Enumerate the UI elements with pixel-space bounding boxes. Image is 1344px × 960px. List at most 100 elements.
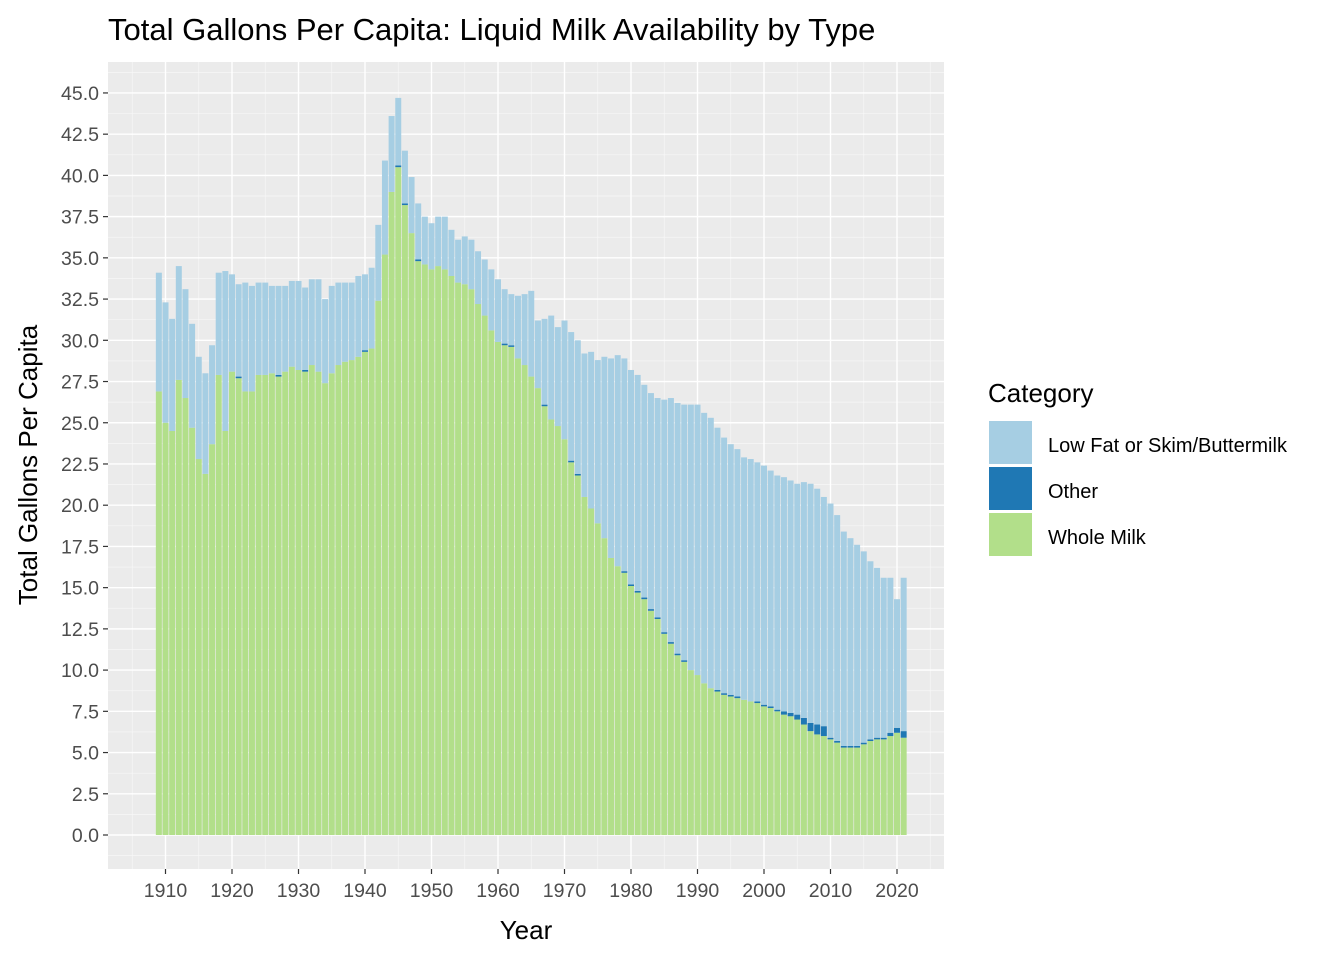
bar-low-fat-or-skim-buttermilk-2009	[820, 496, 827, 727]
bar-low-fat-or-skim-buttermilk-1945	[395, 97, 402, 166]
bar-whole-milk-2021	[900, 737, 907, 835]
bar-low-fat-or-skim-buttermilk-1967	[541, 318, 548, 405]
bar-low-fat-or-skim-buttermilk-1989	[687, 404, 694, 671]
bar-whole-milk-1949	[421, 264, 428, 835]
bar-low-fat-or-skim-buttermilk-1947	[408, 177, 415, 234]
bar-low-fat-or-skim-buttermilk-1923	[248, 285, 255, 392]
bar-whole-milk-1938	[348, 360, 355, 835]
bar-low-fat-or-skim-buttermilk-1924	[255, 282, 262, 375]
bar-other-2005	[794, 714, 801, 720]
bar-whole-milk-1967	[541, 406, 548, 835]
bar-low-fat-or-skim-buttermilk-1956	[468, 239, 475, 290]
bar-low-fat-or-skim-buttermilk-1991	[701, 412, 708, 684]
bar-whole-milk-1928	[282, 371, 289, 835]
bar-low-fat-or-skim-buttermilk-1929	[288, 280, 295, 367]
bar-whole-milk-1923	[248, 391, 255, 835]
bar-low-fat-or-skim-buttermilk-2012	[840, 531, 847, 746]
bar-whole-milk-1996	[734, 698, 741, 835]
bar-whole-milk-1914	[189, 427, 196, 835]
bar-whole-milk-1968	[548, 419, 555, 835]
bar-other-2018	[880, 737, 887, 740]
bar-low-fat-or-skim-buttermilk-1913	[182, 289, 189, 399]
bar-other-1999	[754, 701, 761, 704]
bar-low-fat-or-skim-buttermilk-1943	[381, 160, 388, 255]
bar-low-fat-or-skim-buttermilk-1987	[674, 402, 681, 654]
legend: Category Low Fat or Skim/Buttermilk Othe…	[988, 378, 1288, 556]
bar-whole-milk-1973	[581, 496, 588, 835]
bar-whole-milk-1990	[694, 675, 701, 835]
bar-low-fat-or-skim-buttermilk-1988	[681, 404, 688, 661]
bar-other-1984	[654, 617, 661, 619]
y-tick-label: 37.5	[61, 207, 99, 229]
bar-whole-milk-1989	[687, 670, 694, 835]
bar-low-fat-or-skim-buttermilk-1970	[561, 320, 568, 440]
bar-low-fat-or-skim-buttermilk-1996	[734, 449, 741, 697]
bar-whole-milk-1957	[475, 304, 482, 835]
y-tick-label: 0.0	[72, 825, 99, 847]
bar-low-fat-or-skim-buttermilk-1964	[521, 294, 528, 366]
x-tick-label: 1920	[210, 880, 254, 902]
bar-whole-milk-1921	[235, 378, 242, 835]
bar-whole-milk-1930	[295, 369, 302, 835]
bar-low-fat-or-skim-buttermilk-2014	[854, 544, 861, 746]
bar-other-2002	[774, 709, 781, 712]
bar-low-fat-or-skim-buttermilk-1990	[694, 404, 701, 676]
bar-low-fat-or-skim-buttermilk-1909	[155, 272, 162, 392]
x-tick-label: 2010	[809, 880, 853, 902]
x-tick-label: 1910	[144, 880, 188, 902]
bar-other-1961	[501, 343, 508, 346]
bar-low-fat-or-skim-buttermilk-1953	[448, 229, 455, 276]
bar-low-fat-or-skim-buttermilk-1997	[741, 457, 748, 700]
bar-whole-milk-1980	[628, 586, 634, 835]
bar-whole-milk-1931	[302, 371, 309, 835]
bar-whole-milk-1978	[614, 566, 621, 835]
bar-whole-milk-1975	[594, 523, 601, 835]
bar-whole-milk-2014	[854, 747, 861, 835]
bar-low-fat-or-skim-buttermilk-1965	[528, 290, 535, 377]
bar-whole-milk-1913	[182, 398, 189, 835]
bar-low-fat-or-skim-buttermilk-1925	[262, 282, 269, 375]
bar-whole-milk-1955	[461, 284, 468, 836]
bar-whole-milk-1936	[335, 365, 342, 835]
y-tick-label: 40.0	[61, 165, 99, 187]
legend-label-low-fat: Low Fat or Skim/Buttermilk	[1048, 435, 1288, 457]
legend-label-other: Other	[1048, 481, 1098, 503]
bar-low-fat-or-skim-buttermilk-1935	[328, 285, 335, 374]
bar-whole-milk-2004	[787, 716, 794, 835]
bar-low-fat-or-skim-buttermilk-1955	[461, 236, 468, 285]
bar-whole-milk-1995	[727, 696, 734, 835]
bar-whole-milk-1976	[601, 538, 608, 835]
bar-whole-milk-2005	[794, 719, 801, 835]
bar-whole-milk-1950	[428, 269, 435, 835]
bar-whole-milk-2000	[761, 706, 767, 835]
bar-whole-milk-1934	[322, 383, 329, 835]
bar-low-fat-or-skim-buttermilk-1986	[667, 398, 674, 643]
bar-whole-milk-1941	[368, 348, 375, 835]
bar-low-fat-or-skim-buttermilk-2016	[867, 561, 874, 740]
x-tick-label: 1970	[543, 880, 587, 902]
bar-other-1921	[235, 376, 242, 379]
bar-low-fat-or-skim-buttermilk-2005	[794, 483, 801, 715]
bar-whole-milk-1958	[481, 315, 488, 835]
bar-low-fat-or-skim-buttermilk-1949	[421, 216, 428, 265]
bar-other-2000	[761, 704, 767, 707]
bar-whole-milk-2016	[867, 741, 874, 835]
bar-low-fat-or-skim-buttermilk-1951	[435, 216, 442, 267]
bar-whole-milk-1986	[667, 643, 674, 835]
x-tick-label: 1940	[343, 880, 387, 902]
y-tick-label: 22.5	[61, 454, 99, 476]
bar-other-2001	[767, 706, 774, 709]
bar-other-1988	[681, 660, 688, 662]
bar-other-1980	[628, 584, 634, 586]
bar-low-fat-or-skim-buttermilk-1941	[368, 267, 375, 349]
bar-low-fat-or-skim-buttermilk-1968	[548, 315, 555, 420]
bar-other-1967	[541, 404, 548, 407]
bar-whole-milk-1927	[275, 376, 282, 835]
bar-other-1946	[401, 203, 408, 206]
bar-other-2009	[820, 726, 827, 737]
bar-low-fat-or-skim-buttermilk-1937	[342, 282, 349, 362]
bar-whole-milk-1997	[741, 699, 748, 835]
bar-low-fat-or-skim-buttermilk-1999	[754, 462, 761, 702]
bar-low-fat-or-skim-buttermilk-1912	[175, 266, 182, 380]
bar-low-fat-or-skim-buttermilk-1910	[162, 302, 169, 423]
